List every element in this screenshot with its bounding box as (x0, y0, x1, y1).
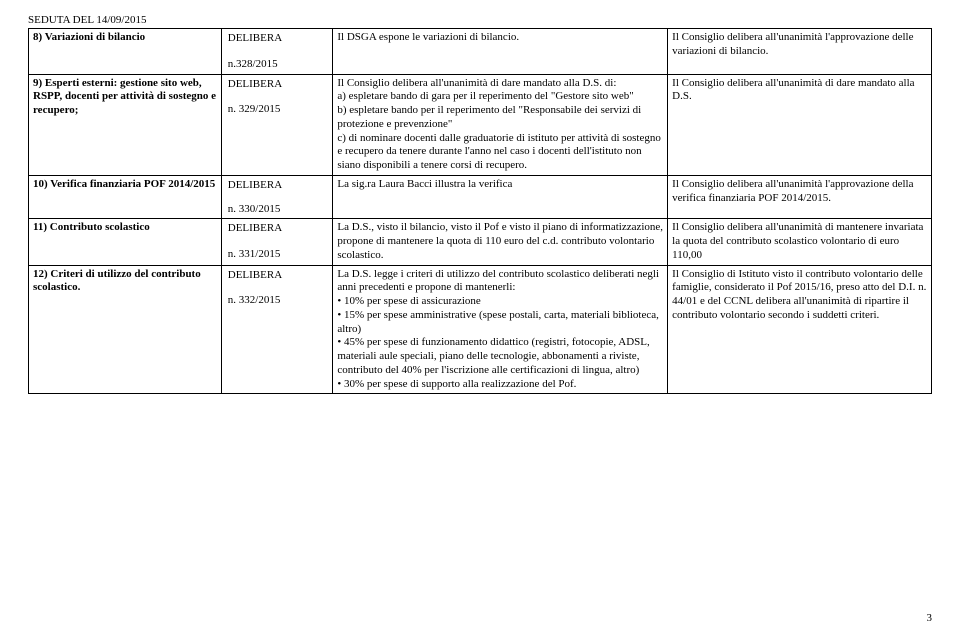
delibera-cell: DELIBERA n. 331/2015 (221, 219, 333, 265)
table-row: 8) Variazioni di bilancio DELIBERA n.328… (29, 29, 932, 75)
delibera-number: n. 332/2015 (228, 294, 329, 308)
delibera-number: n. 330/2015 (228, 203, 329, 217)
resolutions-table: 8) Variazioni di bilancio DELIBERA n.328… (28, 28, 932, 394)
delibera-label: DELIBERA (228, 222, 329, 236)
item-title: 8) Variazioni di bilancio (33, 31, 145, 43)
delibera-cell: DELIBERA n. 329/2015 (221, 74, 333, 175)
delibera-label: DELIBERA (228, 32, 329, 46)
agenda-item: 9) Esperti esterni: gestione sito web, R… (29, 74, 222, 175)
bullet-item: 30% per spese di supporto alla realizzaz… (337, 378, 663, 392)
delibera-label: DELIBERA (228, 78, 329, 92)
description-cell: La D.S., visto il bilancio, visto il Pof… (333, 219, 668, 265)
table-row: 11) Contributo scolastico DELIBERA n. 33… (29, 219, 932, 265)
delibera-label: DELIBERA (228, 179, 329, 193)
outcome-cell: Il Consiglio delibera all'unanimità l'ap… (668, 175, 932, 219)
item-title: 10) Verifica finanziaria POF 2014/2015 (33, 178, 215, 190)
page-header: SEDUTA DEL 14/09/2015 (28, 14, 932, 26)
desc-line: c) di nominare docenti dalle graduatorie… (337, 132, 663, 173)
description-cell: La sig.ra Laura Bacci illustra la verifi… (333, 175, 668, 219)
desc-line: La D.S. legge i criteri di utilizzo del … (337, 268, 663, 296)
delibera-cell: DELIBERA n. 332/2015 (221, 265, 333, 394)
agenda-item: 8) Variazioni di bilancio (29, 29, 222, 75)
delibera-cell: DELIBERA n.328/2015 (221, 29, 333, 75)
agenda-item: 12) Criteri di utilizzo del contributo s… (29, 265, 222, 394)
agenda-item: 10) Verifica finanziaria POF 2014/2015 (29, 175, 222, 219)
bullet-item: 15% per spese amministrative (spese post… (337, 309, 663, 337)
bullet-list: 10% per spese di assicurazione 15% per s… (337, 295, 663, 391)
outcome-cell: Il Consiglio delibera all'unanimità di d… (668, 74, 932, 175)
delibera-label: DELIBERA (228, 269, 329, 283)
desc-line: b) espletare bando per il reperimento de… (337, 104, 663, 132)
description-cell: Il Consiglio delibera all'unanimità di d… (333, 74, 668, 175)
agenda-item: 11) Contributo scolastico (29, 219, 222, 265)
table-row: 12) Criteri di utilizzo del contributo s… (29, 265, 932, 394)
item-title: 9) Esperti esterni: gestione sito web, R… (33, 77, 216, 117)
outcome-cell: Il Consiglio di Istituto visto il contri… (668, 265, 932, 394)
delibera-number: n. 329/2015 (228, 103, 329, 117)
desc-line: a) espletare bando di gara per il reperi… (337, 90, 663, 104)
desc-line: Il Consiglio delibera all'unanimità di d… (337, 77, 663, 91)
table-row: 9) Esperti esterni: gestione sito web, R… (29, 74, 932, 175)
bullet-item: 45% per spese di funzionamento didattico… (337, 336, 663, 377)
page-number: 3 (927, 612, 933, 624)
outcome-cell: Il Consiglio delibera all'unanimità l'ap… (668, 29, 932, 75)
outcome-cell: Il Consiglio delibera all'unanimità di m… (668, 219, 932, 265)
delibera-number: n. 331/2015 (228, 248, 329, 262)
table-row: 10) Verifica finanziaria POF 2014/2015 D… (29, 175, 932, 219)
description-cell: La D.S. legge i criteri di utilizzo del … (333, 265, 668, 394)
description-cell: Il DSGA espone le variazioni di bilancio… (333, 29, 668, 75)
bullet-item: 10% per spese di assicurazione (337, 295, 663, 309)
item-title: 12) Criteri di utilizzo del contributo s… (33, 268, 201, 294)
item-title: 11) Contributo scolastico (33, 221, 150, 233)
delibera-cell: DELIBERA n. 330/2015 (221, 175, 333, 219)
delibera-number: n.328/2015 (228, 58, 329, 72)
